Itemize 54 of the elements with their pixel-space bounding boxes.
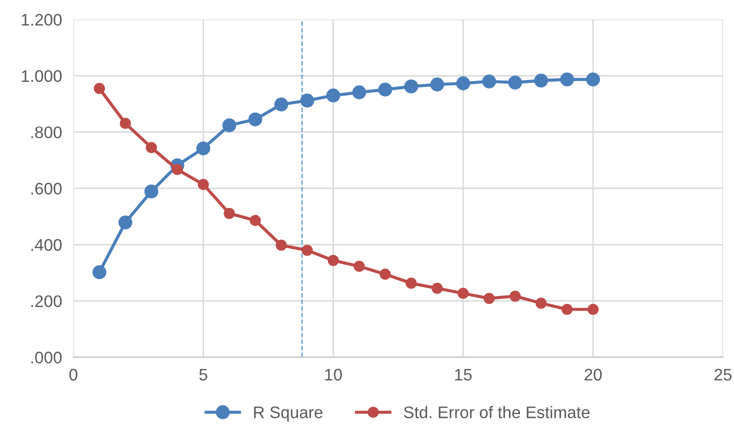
point: [196, 141, 210, 156]
y-tick-label: .600: [31, 182, 62, 195]
x-tick-label: 15: [455, 368, 472, 381]
point: [198, 178, 209, 190]
point: [588, 304, 599, 315]
point: [248, 112, 262, 126]
point: [560, 72, 574, 86]
point: [302, 244, 313, 256]
legend-label: R Square: [254, 406, 322, 422]
point: [508, 76, 522, 90]
point: [534, 74, 548, 88]
point: [380, 268, 391, 280]
x-tick-label: 0: [69, 368, 78, 381]
point: [300, 94, 314, 108]
y-tick-label: .000: [31, 352, 62, 364]
point: [406, 278, 417, 289]
point: [378, 82, 392, 97]
y-tick-label: .800: [31, 126, 62, 138]
y-tick-label: 1.200: [22, 14, 62, 26]
point: [250, 214, 261, 226]
point: [484, 292, 495, 304]
point: [352, 85, 366, 100]
point: [458, 288, 469, 299]
point: [430, 78, 444, 92]
y-tick-label: 1.000: [22, 70, 62, 82]
point: [144, 184, 158, 198]
point: [94, 82, 105, 94]
point: [222, 118, 236, 132]
x-tick-label: 20: [584, 368, 602, 381]
point: [328, 254, 339, 266]
point: [172, 164, 183, 176]
y-tick-label: .200: [31, 295, 62, 308]
point: [276, 240, 287, 251]
point: [118, 215, 132, 230]
point: [146, 142, 157, 154]
point: [510, 290, 521, 302]
x-tick-label: 5: [199, 368, 208, 381]
x-tick-label: 25: [714, 368, 732, 381]
point: [536, 298, 547, 309]
x-tick-label: 10: [325, 368, 342, 381]
point: [326, 88, 340, 102]
point: [432, 282, 443, 294]
y-tick-label: .400: [31, 239, 62, 251]
point: [562, 304, 573, 315]
point: [224, 208, 235, 219]
point: [274, 98, 288, 112]
point: [456, 76, 470, 90]
point: [354, 260, 365, 272]
point: [92, 265, 106, 280]
point: [120, 118, 131, 129]
point: [586, 72, 600, 86]
point: [404, 80, 418, 94]
point: [482, 74, 496, 88]
legend-label: Std. Error of the Estimate: [404, 406, 590, 418]
